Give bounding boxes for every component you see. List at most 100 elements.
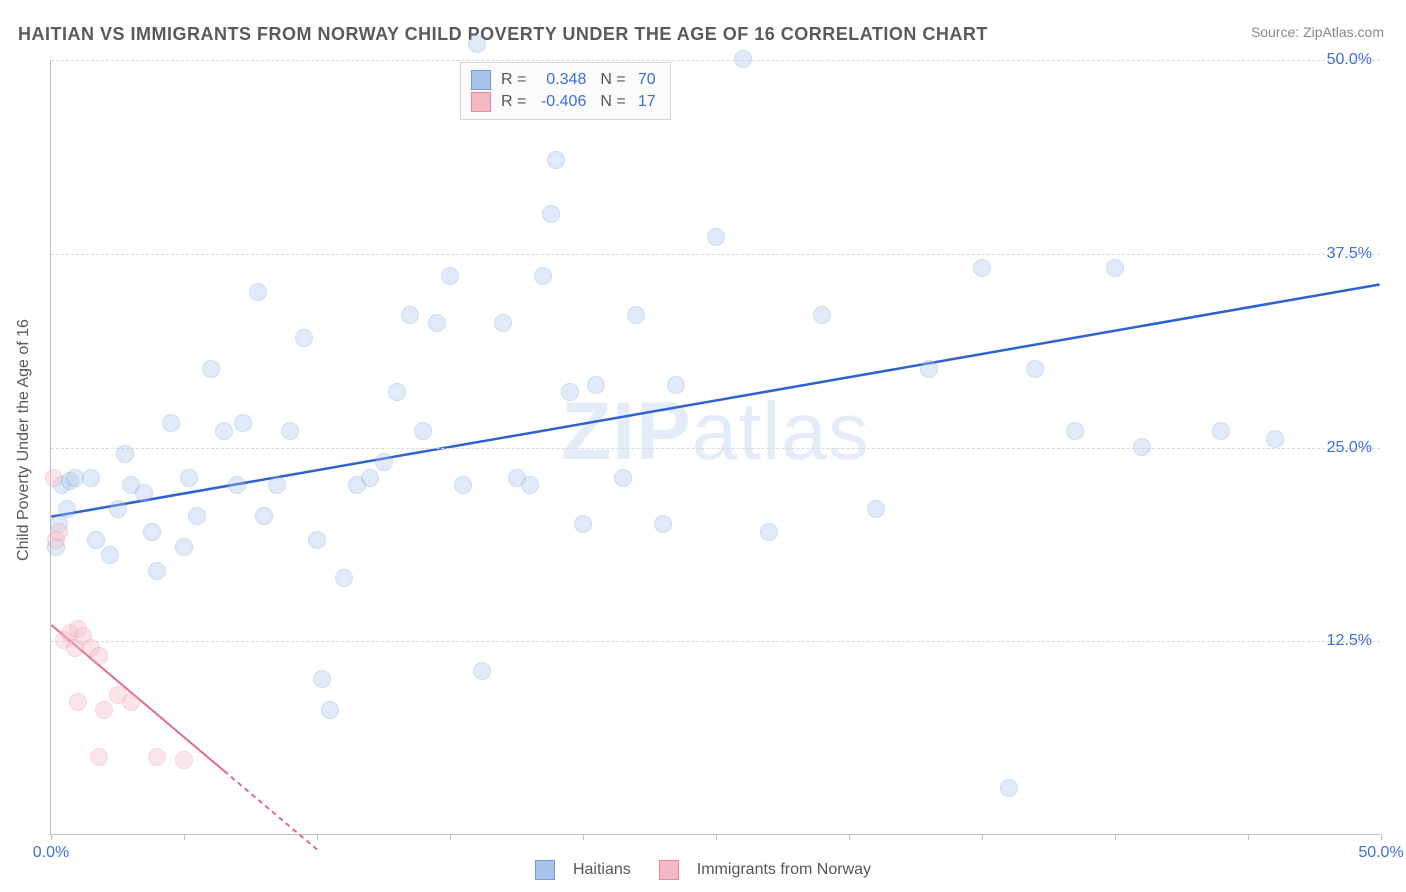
data-point [614,469,632,487]
data-point [321,701,339,719]
gridline [51,60,1380,61]
data-point [473,662,491,680]
stat-r-value: 0.348 [526,69,586,91]
legend-label: Haitians [573,861,631,879]
data-point [281,422,299,440]
data-point [1133,438,1151,456]
data-point [58,500,76,518]
x-tick-label: 50.0% [1358,844,1403,862]
data-point [148,562,166,580]
data-point [101,546,119,564]
stat-n-label: N = [600,91,625,113]
x-tick-label: 0.0% [33,844,69,862]
x-tick [184,834,185,840]
x-tick [583,834,584,840]
data-point [116,445,134,463]
y-axis-label: Child Poverty Under the Age of 16 [15,319,33,561]
legend-row: R = -0.406N = 17 [471,91,656,113]
data-point [867,500,885,518]
stat-r-label: R = [501,69,526,91]
data-point [1212,422,1230,440]
data-point [180,469,198,487]
data-point [313,670,331,688]
legend-swatch [659,860,679,880]
data-point [69,693,87,711]
data-point [175,751,193,769]
legend-swatch [471,92,491,112]
data-point [494,314,512,332]
x-tick [849,834,850,840]
data-point [521,476,539,494]
data-point [45,469,63,487]
gridline [51,254,1380,255]
stat-n-value: 70 [626,69,656,91]
legend-row: R = 0.348 N = 70 [471,69,656,91]
data-point [255,507,273,525]
data-point [574,515,592,533]
data-point [90,647,108,665]
data-point [148,748,166,766]
data-point [361,469,379,487]
legend-swatch [471,70,491,90]
stat-r-value: -0.406 [526,91,586,113]
source-attribution: Source: ZipAtlas.com [1251,24,1384,40]
data-point [760,523,778,541]
x-tick [1115,834,1116,840]
data-point [135,484,153,502]
data-point [234,414,252,432]
data-point [228,476,246,494]
x-tick [716,834,717,840]
data-point [308,531,326,549]
legend-swatch [535,860,555,880]
data-point [1266,430,1284,448]
x-tick [982,834,983,840]
data-point [587,376,605,394]
stat-r-label: R = [501,91,526,113]
chart-title: HAITIAN VS IMMIGRANTS FROM NORWAY CHILD … [18,24,988,45]
series-legend: Haitians Immigrants from Norway [535,860,871,880]
data-point [707,228,725,246]
data-point [654,515,672,533]
data-point [335,569,353,587]
x-tick [450,834,451,840]
data-point [175,538,193,556]
legend-item: Haitians [535,860,631,880]
data-point [534,267,552,285]
gridline [51,448,1380,449]
y-tick-label: 25.0% [1327,439,1372,457]
data-point [87,531,105,549]
data-point [1066,422,1084,440]
y-tick-label: 50.0% [1327,51,1372,69]
data-point [1000,779,1018,797]
data-point [1106,259,1124,277]
data-point [162,414,180,432]
stat-n-label: N = [600,69,625,91]
data-point [109,500,127,518]
data-point [268,476,286,494]
data-point [295,329,313,347]
data-point [122,693,140,711]
data-point [468,35,486,53]
data-point [95,701,113,719]
data-point [547,151,565,169]
data-point [82,469,100,487]
data-point [215,422,233,440]
x-tick [1381,834,1382,840]
data-point [50,523,68,541]
data-point [813,306,831,324]
x-tick [1248,834,1249,840]
plot-area: ZIPatlas 12.5%25.0%37.5%50.0%0.0%50.0% [50,60,1380,835]
y-tick-label: 37.5% [1327,245,1372,263]
legend-label: Immigrants from Norway [697,861,871,879]
data-point [143,523,161,541]
data-point [1026,360,1044,378]
data-point [454,476,472,494]
data-point [90,748,108,766]
data-point [249,283,267,301]
data-point [202,360,220,378]
data-point [188,507,206,525]
data-point [441,267,459,285]
data-point [561,383,579,401]
data-point [542,205,560,223]
data-point [667,376,685,394]
